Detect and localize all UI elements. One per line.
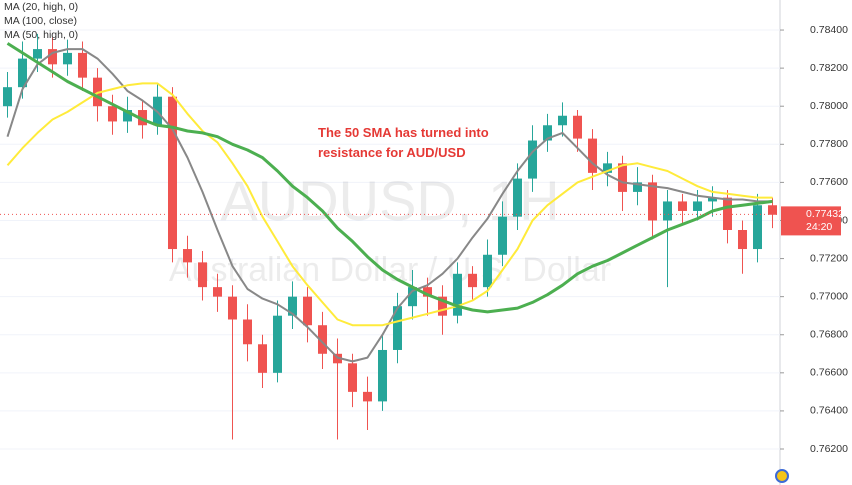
legend-entry: MA (100, close) (4, 15, 77, 27)
ma-line (6, 48, 773, 363)
candle-body (633, 182, 642, 192)
y-tick-label: 0.76400 (810, 405, 848, 417)
ma-line (6, 82, 773, 327)
candle-body (483, 254, 492, 288)
candle-body (408, 287, 417, 307)
legend-entry: MA (20, high, 0) (4, 1, 78, 13)
y-tick-label: 0.76800 (810, 329, 848, 341)
candle-body (573, 115, 582, 139)
candle-body (288, 296, 297, 316)
logo-icon (775, 469, 789, 483)
candle-body (498, 216, 507, 255)
countdown-label: 24:20 (806, 221, 832, 233)
candle-body (213, 287, 222, 297)
candle-body (63, 52, 72, 65)
candle-body (273, 315, 282, 373)
candle-body (33, 49, 42, 59)
candle-body (603, 163, 612, 173)
y-tick-label: 0.76200 (810, 443, 848, 455)
candle-body (753, 205, 762, 250)
candle-body (588, 138, 597, 173)
candle-body (768, 205, 777, 215)
candle-body (108, 106, 117, 122)
legend-entry: MA (50, high, 0) (4, 29, 78, 41)
candle-body (618, 163, 627, 192)
candle-body (123, 110, 132, 122)
candle-body (738, 230, 747, 250)
candle-body (423, 287, 432, 297)
candle-body (558, 115, 567, 126)
last-price-box (781, 206, 841, 236)
candle-body (318, 325, 327, 354)
y-tick-label: 0.78200 (810, 62, 848, 74)
candle-body (243, 319, 252, 345)
candle-body (678, 201, 687, 211)
candle-body (468, 273, 477, 288)
candle-body (378, 349, 387, 402)
candle-body (438, 296, 447, 316)
candle-body (693, 201, 702, 211)
watermark-title: AUDUSD, 1H (220, 169, 559, 232)
candle-body (723, 197, 732, 230)
candle-body (78, 52, 87, 78)
y-tick-label: 0.77200 (810, 252, 848, 264)
candle-body (138, 110, 147, 126)
candle-body (708, 197, 717, 202)
ma-line (6, 42, 773, 314)
candle-body (258, 344, 267, 373)
candle-body (648, 182, 657, 221)
candle-body (198, 262, 207, 288)
candle-body (48, 49, 57, 65)
y-tick-label: 0.76600 (810, 367, 848, 379)
candle-body (453, 273, 462, 316)
candle-body (18, 58, 27, 88)
y-tick-label: 0.77000 (810, 290, 848, 302)
y-tick-label: 0.78000 (810, 100, 848, 112)
candle-body (663, 201, 672, 221)
candle-body (348, 363, 357, 392)
candle-body (3, 87, 12, 107)
candle-body (513, 178, 522, 217)
candle-body (168, 96, 177, 250)
candle-body (363, 391, 372, 402)
y-tick-label: 0.77600 (810, 176, 848, 188)
y-tick-label: 0.77800 (810, 138, 848, 150)
candle-body (528, 140, 537, 179)
y-tick-label: 0.78400 (810, 24, 848, 36)
candle-body (183, 249, 192, 263)
candle-body (303, 296, 312, 326)
candle-body (228, 296, 237, 320)
candle-body (543, 125, 552, 141)
last-price-label: 0.77432 (806, 208, 844, 220)
candle-body (393, 306, 402, 350)
annotation: The 50 SMA has turned into resistance for… (318, 125, 489, 160)
